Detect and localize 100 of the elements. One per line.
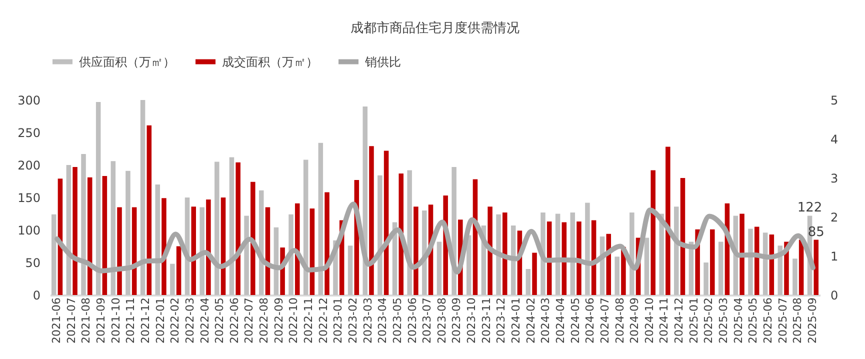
bar [666,146,670,295]
bar [348,246,353,295]
bar [200,207,204,295]
bar [214,162,220,295]
y-tick-label: 300 [18,94,40,108]
x-tick-label: 2023-11 [480,298,493,344]
x-tick-label: 2022-06 [228,298,241,344]
y-tick-label: 100 [18,224,40,238]
x-tick-label: 2022-07 [242,298,256,344]
x-tick-label: 2024-12 [672,298,686,344]
x-tick-label: 2024-04 [554,298,567,344]
x-tick-label: 2022-09 [272,298,286,344]
bar [369,146,374,295]
bar [526,269,531,295]
bar [659,214,664,295]
bar [87,177,92,295]
x-tick-label: 2021-08 [80,298,93,344]
x-tick-label: 2024-05 [568,298,582,344]
bar [466,235,472,295]
x-tick-label: 2023-12 [494,298,508,344]
bar [674,206,679,295]
bar [176,246,182,295]
bar [422,210,427,295]
bar [814,240,819,295]
y2-tick-label: 5 [830,94,838,108]
x-tick-label: 2021-10 [109,298,122,344]
bar [436,242,442,295]
y-tick-label: 0 [32,288,40,302]
y-tick-label: 250 [18,126,40,140]
legend-label: 供应面积（万㎡） [79,54,175,69]
bar [650,170,656,295]
bar [146,125,152,295]
chart-title: 成都市商品住宅月度供需情况 [350,20,520,36]
bar [72,166,78,295]
x-tick-label: 2023-10 [465,298,478,344]
y-tick-label: 50 [25,256,40,270]
bar [378,175,382,295]
bar [140,100,146,295]
bar [96,102,101,295]
bar [155,184,160,295]
x-tick-label: 2022-12 [316,298,330,344]
x-tick-label: 2025-05 [746,298,760,344]
x-tick-label: 2024-06 [584,298,597,344]
bar [206,199,211,295]
x-tick-label: 2022-01 [154,298,167,344]
y2-tick-label: 4 [830,132,838,146]
x-tick-label: 2021-06 [50,298,64,344]
bar [288,214,294,295]
bar [51,214,56,295]
bar [102,176,108,295]
x-tick-label: 2021-07 [64,298,78,344]
bar [710,229,715,295]
x-tick-label: 2023-03 [361,298,374,344]
bar [718,242,724,295]
x-tick-label: 2022-04 [198,298,212,344]
bar [644,238,650,295]
data-label: 122 [797,200,822,216]
bar [792,258,798,295]
x-tick-label: 2025-08 [791,298,804,344]
x-tick-label: 2022-11 [302,298,316,344]
x-tick-label: 2022-05 [213,298,226,344]
x-tick-label: 2025-03 [717,298,730,344]
bar [680,178,686,295]
x-tick-label: 2023-05 [390,298,404,344]
x-tick-label: 2024-01 [510,298,523,344]
bar [414,206,418,295]
x-tick-label: 2025-09 [806,298,819,344]
bar [318,142,324,295]
bar [606,234,612,295]
bar [576,222,582,295]
legend-label: 成交面积（万㎡） [222,54,318,69]
bar [488,206,492,295]
legend-label: 销供比 [364,54,401,69]
bar [532,252,537,295]
x-tick-label: 2025-01 [687,298,700,344]
bar [191,206,196,295]
bar [170,264,175,295]
bar [81,154,86,295]
y-tick-label: 200 [18,158,40,172]
bar [740,214,744,295]
x-tick-label: 2024-07 [598,298,612,344]
y2-tick-label: 1 [830,250,838,264]
y2-tick-label: 3 [830,172,838,186]
bar [250,182,256,295]
bar [244,216,249,295]
x-tick-label: 2023-01 [332,298,345,344]
x-tick-label: 2024-10 [642,298,656,344]
y2-tick-label: 0 [830,288,838,302]
x-tick-label: 2023-07 [420,298,434,344]
bar [614,256,620,295]
bar [748,228,753,295]
x-tick-label: 2022-08 [258,298,271,344]
bar [229,157,234,295]
x-tick-label: 2025-07 [776,298,790,344]
x-tick-label: 2022-10 [287,298,300,344]
bar [496,214,501,295]
x-tick-label: 2025-04 [732,298,745,344]
x-tick-label: 2023-09 [450,298,464,344]
data-label: 85 [808,224,824,240]
x-tick-label: 2023-08 [435,298,448,344]
